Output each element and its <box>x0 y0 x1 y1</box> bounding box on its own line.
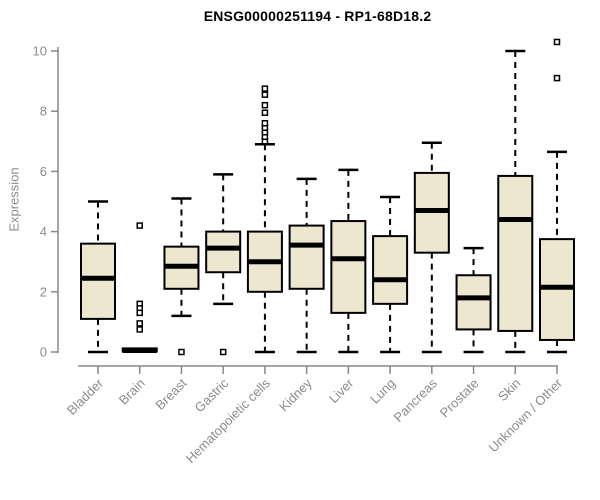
x-category-label: Skin <box>495 376 523 404</box>
outlier-point <box>553 38 561 46</box>
outlier-point <box>136 326 143 333</box>
box-rect <box>330 220 367 314</box>
outlier-point <box>261 109 269 116</box>
x-category-label: Gastric <box>192 375 232 415</box>
x-category-label: Bladder <box>64 375 107 418</box>
y-tick-label: 0 <box>40 345 47 360</box>
x-category-label: Liver <box>326 375 357 406</box>
x-category-label: Kidney <box>276 375 315 414</box>
y-tick-label: 2 <box>40 284 47 299</box>
box-rect <box>205 230 242 274</box>
outlier-point <box>136 320 143 327</box>
x-category-label: Unknown / Other <box>486 375 566 455</box>
y-tick-label: 10 <box>33 44 47 59</box>
outlier-point <box>136 222 143 229</box>
box-rect <box>80 242 116 320</box>
x-category-label: Lung <box>367 376 398 407</box>
box-rect <box>288 224 325 290</box>
x-category-label: Breast <box>152 375 189 412</box>
chart-title: ENSG00000251194 - RP1-68D18.2 <box>203 8 432 24</box>
box-rect <box>497 174 534 332</box>
box-rect <box>455 274 492 331</box>
outlier-point <box>261 91 269 98</box>
outlier-point <box>136 309 143 317</box>
x-category-label: Prostate <box>437 376 482 421</box>
outlier-point <box>553 74 561 82</box>
y-tick-label: 6 <box>40 164 47 179</box>
outlier-point <box>261 101 269 109</box>
y-tick-label: 4 <box>40 224 47 239</box>
outlier-point <box>178 348 185 356</box>
x-category-label: Pancreas <box>390 375 440 425</box>
x-category-label: Brain <box>116 376 148 408</box>
box-rect <box>372 235 409 305</box>
outlier-point <box>219 348 227 356</box>
outlier-point <box>261 119 269 127</box>
outlier-point <box>261 85 269 92</box>
y-tick-label: 8 <box>40 104 47 119</box>
